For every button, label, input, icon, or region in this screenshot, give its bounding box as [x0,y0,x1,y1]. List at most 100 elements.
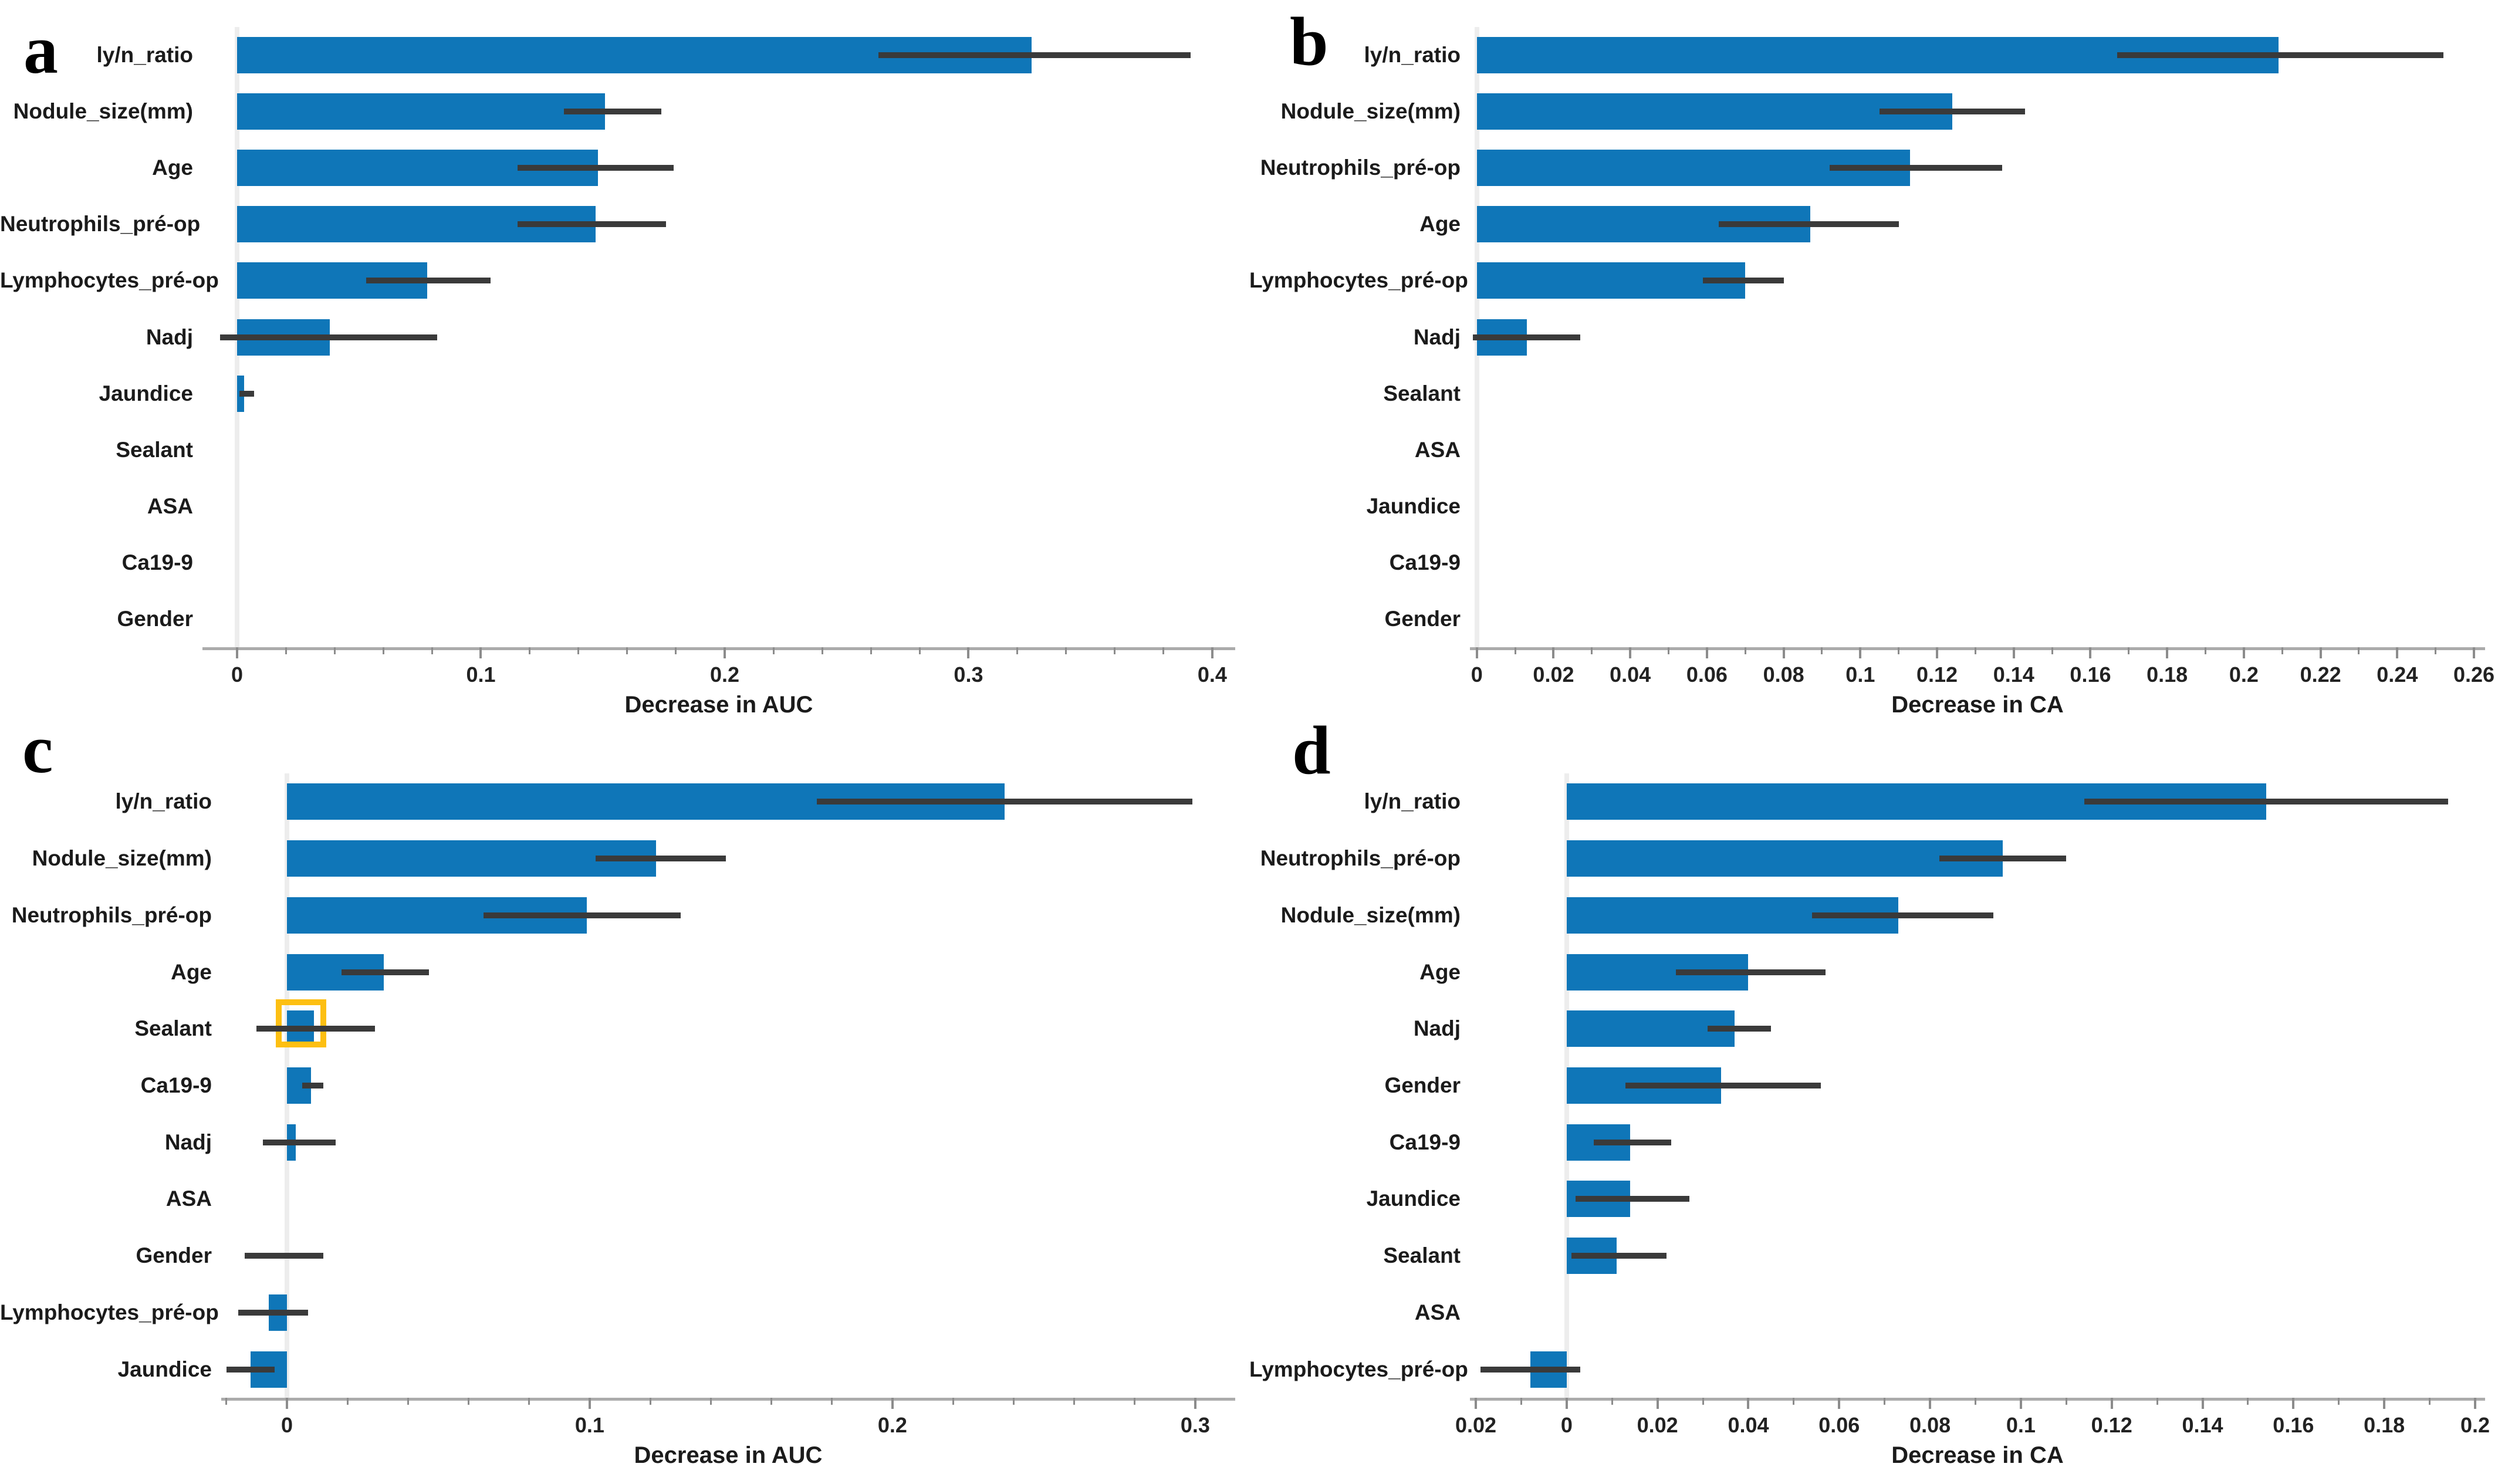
tick-label: 0.04 [1728,1413,1769,1437]
tick-label: 0.06 [1686,662,1728,687]
error-bar [262,1139,336,1145]
major-tick [1929,1398,1932,1409]
error-bar [238,1309,309,1316]
major-tick [2473,647,2476,658]
minor-tick [2205,647,2207,654]
panel-c-decrease-in-auc: ly/n_ratio Nodule_size(mm) Neutrophils_pré… [0,722,1249,1484]
tick-label: 0.1 [466,662,496,687]
plot-area-a: ly/n_ratio Nodule_size(mm) Age Neutrophils_… [0,0,1249,722]
error-bar [1480,1366,1581,1373]
error-bar [256,1026,375,1032]
tick-label: 0.12 [1916,662,1958,687]
major-tick [2166,647,2169,658]
error-bar [563,109,661,115]
tick-label: 0.08 [1909,1413,1951,1437]
minor-tick [346,1398,349,1405]
major-tick [1194,1398,1196,1409]
tick-label: 0.22 [2300,662,2341,687]
minor-tick [577,647,580,654]
minor-tick [333,647,336,654]
minor-tick [1065,647,1067,654]
minor-tick [1114,647,1116,654]
row-label: Nadj [1413,324,1461,349]
row-label: Sealant [134,1016,212,1041]
minor-tick [1668,647,1670,654]
row-label: Neutrophils_pré-op [11,902,212,927]
major-tick [2473,1398,2476,1409]
tick-label: 0.04 [1610,662,1651,687]
minor-tick [649,1398,651,1405]
tick-label: 0.1 [574,1413,604,1437]
row-label: Jaundice [117,1357,212,1381]
bar [1566,1010,1735,1047]
tick-label: 0.16 [2070,662,2111,687]
minor-tick [528,1398,530,1405]
row-label: Age [1419,959,1461,984]
row-label: Gender [1384,1073,1461,1097]
minor-tick [407,1398,409,1405]
tick-label: 0.2 [709,662,739,687]
major-tick [588,1398,591,1409]
row-label: Neutrophils_pré-op [1260,846,1461,871]
minor-tick [1974,647,1976,654]
minor-tick [1793,1398,1795,1405]
row-label: Gender [117,606,193,631]
tick-label: 0.02 [1637,1413,1678,1437]
minor-tick [2065,1398,2067,1405]
x-axis-line [1470,647,2485,650]
row-label: Lymphocytes_pré-op [0,268,219,293]
minor-tick [1702,1398,1704,1405]
error-bar [1594,1139,1671,1145]
x-axis-label-c: Decrease in AUC [634,1442,823,1468]
row-label: ly/n_ratio [1364,789,1461,814]
minor-tick [382,647,384,654]
error-bar [239,390,255,397]
tick-label: 0.14 [1993,662,2034,687]
major-tick [1747,1398,1750,1409]
minor-tick [1162,647,1165,654]
minor-tick [1744,647,1746,654]
error-bar [1473,334,1581,340]
row-label: ASA [1414,1300,1461,1324]
minor-tick [529,647,531,654]
minor-tick [2051,647,2053,654]
minor-tick [468,1398,470,1405]
panel-b-decrease-in-ca: ly/n_ratio Nodule_size(mm) Neutrophils_pré… [1249,0,2498,722]
panel-a-decrease-in-auc: ly/n_ratio Nodule_size(mm) Age Neutrophils_… [0,0,1249,722]
error-bar [1707,1026,1772,1032]
row-label: Age [171,959,212,984]
row-label: ASA [1414,437,1461,462]
tick-label: 0 [231,662,243,687]
row-label: Ca19-9 [1389,550,1461,574]
x-axis-line [202,647,1235,650]
error-bar [1830,165,2003,171]
error-bar [302,1083,323,1089]
major-tick [1629,647,1632,658]
error-bar [1718,221,1899,228]
minor-tick [772,647,775,654]
minor-tick [1012,1398,1015,1405]
major-tick [2012,647,2015,658]
major-tick [1705,647,1708,658]
row-label: ASA [147,493,193,518]
row-label: Jaundice [1366,493,1461,518]
tick-label: 0.1 [1845,662,1875,687]
error-bar [1939,856,2067,862]
x-axis-label-a: Decrease in AUC [624,692,813,718]
row-label: Neutrophils_pré-op [1260,156,1461,180]
bar [286,840,657,877]
major-tick [1475,1398,1478,1409]
error-bar [1703,278,1784,284]
tick-label: 0.3 [1180,1413,1210,1437]
error-bar [1625,1083,1821,1089]
major-tick [967,647,970,658]
row-label: Sealant [1383,1243,1461,1268]
minor-tick [831,1398,833,1405]
tick-label: 0.2 [2229,662,2259,687]
highlight-box [275,999,327,1048]
major-tick [1552,647,1555,658]
row-label: Sealant [116,437,193,462]
row-label: Ca19-9 [140,1073,212,1097]
error-bar [878,52,1191,59]
minor-tick [2358,647,2360,654]
